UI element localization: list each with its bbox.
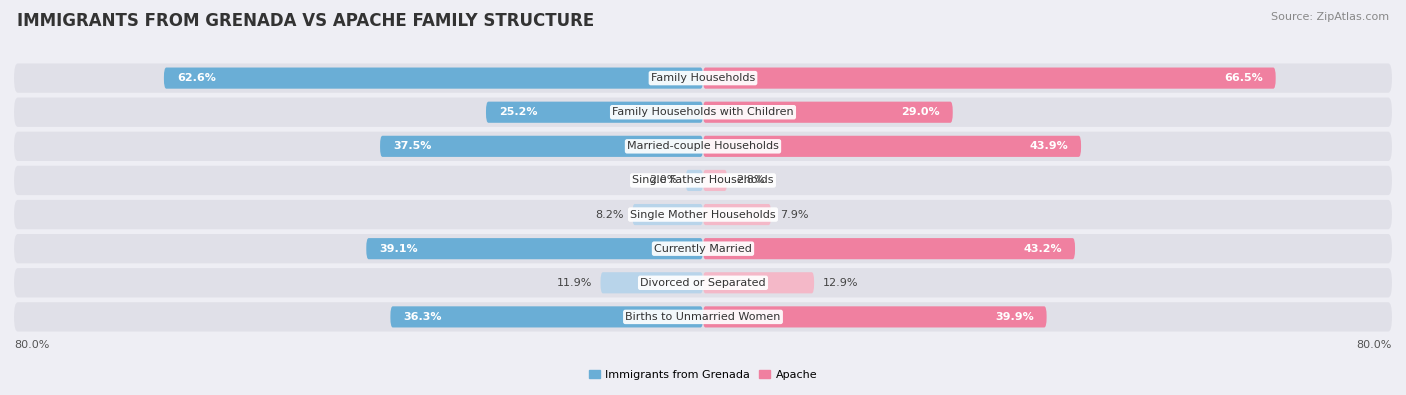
- Text: 43.2%: 43.2%: [1024, 244, 1062, 254]
- Text: Births to Unmarried Women: Births to Unmarried Women: [626, 312, 780, 322]
- FancyBboxPatch shape: [14, 234, 1392, 263]
- FancyBboxPatch shape: [14, 132, 1392, 161]
- Text: 12.9%: 12.9%: [823, 278, 858, 288]
- FancyBboxPatch shape: [14, 268, 1392, 297]
- FancyBboxPatch shape: [14, 200, 1392, 229]
- Text: 43.9%: 43.9%: [1029, 141, 1069, 151]
- FancyBboxPatch shape: [380, 136, 703, 157]
- Text: 66.5%: 66.5%: [1225, 73, 1263, 83]
- Text: 29.0%: 29.0%: [901, 107, 939, 117]
- FancyBboxPatch shape: [14, 166, 1392, 195]
- Text: Divorced or Separated: Divorced or Separated: [640, 278, 766, 288]
- Text: Married-couple Households: Married-couple Households: [627, 141, 779, 151]
- Text: 7.9%: 7.9%: [780, 210, 808, 220]
- FancyBboxPatch shape: [391, 307, 703, 327]
- Text: 2.8%: 2.8%: [735, 175, 765, 185]
- Text: Single Father Households: Single Father Households: [633, 175, 773, 185]
- FancyBboxPatch shape: [633, 204, 703, 225]
- Text: Source: ZipAtlas.com: Source: ZipAtlas.com: [1271, 12, 1389, 22]
- FancyBboxPatch shape: [14, 98, 1392, 127]
- Text: 36.3%: 36.3%: [404, 312, 441, 322]
- FancyBboxPatch shape: [703, 68, 1275, 89]
- FancyBboxPatch shape: [703, 238, 1076, 259]
- FancyBboxPatch shape: [686, 170, 703, 191]
- FancyBboxPatch shape: [703, 136, 1081, 157]
- Legend: Immigrants from Grenada, Apache: Immigrants from Grenada, Apache: [585, 365, 821, 384]
- FancyBboxPatch shape: [165, 68, 703, 89]
- Text: 80.0%: 80.0%: [1357, 340, 1392, 350]
- FancyBboxPatch shape: [367, 238, 703, 259]
- FancyBboxPatch shape: [703, 102, 953, 123]
- Text: Family Households: Family Households: [651, 73, 755, 83]
- Text: 37.5%: 37.5%: [392, 141, 432, 151]
- FancyBboxPatch shape: [14, 302, 1392, 331]
- Text: 2.0%: 2.0%: [648, 175, 678, 185]
- Text: 39.1%: 39.1%: [380, 244, 418, 254]
- Text: 80.0%: 80.0%: [14, 340, 49, 350]
- Text: 25.2%: 25.2%: [499, 107, 537, 117]
- FancyBboxPatch shape: [600, 272, 703, 293]
- Text: Single Mother Households: Single Mother Households: [630, 210, 776, 220]
- FancyBboxPatch shape: [703, 170, 727, 191]
- FancyBboxPatch shape: [703, 307, 1046, 327]
- Text: 62.6%: 62.6%: [177, 73, 215, 83]
- FancyBboxPatch shape: [703, 204, 770, 225]
- Text: Currently Married: Currently Married: [654, 244, 752, 254]
- FancyBboxPatch shape: [486, 102, 703, 123]
- FancyBboxPatch shape: [703, 272, 814, 293]
- Text: Family Households with Children: Family Households with Children: [612, 107, 794, 117]
- FancyBboxPatch shape: [14, 64, 1392, 93]
- Text: IMMIGRANTS FROM GRENADA VS APACHE FAMILY STRUCTURE: IMMIGRANTS FROM GRENADA VS APACHE FAMILY…: [17, 12, 595, 30]
- Text: 11.9%: 11.9%: [557, 278, 592, 288]
- Text: 8.2%: 8.2%: [595, 210, 624, 220]
- Text: 39.9%: 39.9%: [995, 312, 1033, 322]
